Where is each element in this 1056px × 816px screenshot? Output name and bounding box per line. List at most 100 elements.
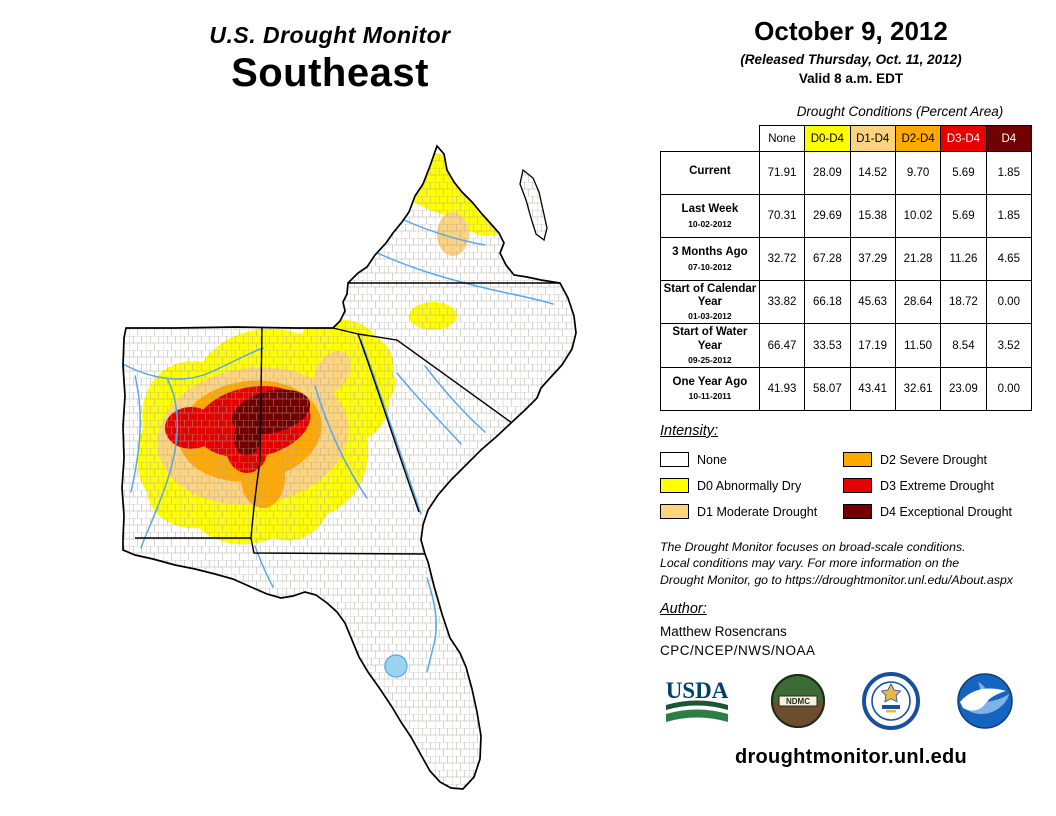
river [426,577,437,673]
table-row-start-calendar-year: Start of Calendar Year 01-03-2012 33.82 … [660,279,1033,325]
legend-swatch-d4 [843,504,872,520]
delmarva-peninsula [519,168,548,242]
author-org: CPC/NCEP/NWS/NOAA [660,642,816,658]
table-cell: 1.85 [985,151,1033,195]
county-boundaries [122,146,576,789]
info-panel: October 9, 2012 (Released Thursday, Oct.… [660,16,1042,769]
river [130,375,141,493]
legend-item-d3: D3 Extreme Drought [843,478,1042,494]
table-cell: 66.18 [804,279,851,325]
river [360,339,422,515]
table-row-start-water-year: Start of Water Year 09-25-2012 66.47 33.… [660,323,1033,368]
commerce-base [886,709,896,713]
release-date: (Released Thursday, Oct. 11, 2012) [740,52,962,67]
ndmc-banner [778,695,818,707]
table-corner-cell [660,125,760,152]
table-cell: 70.31 [758,194,806,238]
southeast-map-svg [121,144,577,790]
table-cell: 28.64 [894,279,942,325]
legend-swatch-d3 [843,478,872,494]
valid-time: Valid 8 a.m. EDT [798,71,904,86]
author-heading: Author: [660,600,707,617]
commerce-eagle-crest [880,683,902,703]
noaa-gull [960,688,1006,711]
state-border-nc-sc [357,333,513,424]
svg-text:NDMC: NDMC [786,697,810,706]
noaa-logo [957,673,1013,729]
table-header-row: None D0-D4 D1-D4 D2-D4 D3-D4 D4 [660,125,1033,152]
legend-item-d2: D2 Severe Drought [843,452,1042,468]
column-header-d0-d4: D0-D4 [804,125,851,152]
column-header-d3-d4: D3-D4 [940,125,987,152]
state-border-nc-ga [332,327,359,335]
table-cell: 21.28 [894,237,942,281]
map-fill-layer [122,146,576,789]
table-row-one-year-ago: One Year Ago 10-11-2011 41.93 58.07 43.4… [660,366,1033,411]
table-cell: 5.69 [940,194,987,238]
table-cell: 11.50 [894,323,942,368]
disclaimer-line: The Drought Monitor focuses on broad-sca… [660,539,966,554]
ndmc-earth [772,700,824,727]
row-label: One Year Ago 10-11-2011 [660,366,760,411]
table-row-last-week: Last Week 10-02-2012 70.31 29.69 15.38 1… [660,194,1033,238]
legend-swatch-d2 [843,452,872,468]
table-cell: 15.38 [849,194,896,238]
row-label: Current [660,151,760,195]
commerce-ship [882,704,900,709]
table-cell: 11.26 [940,237,987,281]
table-cell: 5.69 [940,151,987,195]
title-block: U.S. Drought Monitor Southeast [0,22,660,96]
region-outline [121,144,577,790]
river [122,347,264,380]
column-header-d1-d4: D1-D4 [849,125,896,152]
drought-map [95,126,625,816]
state-border-al-ga [250,327,263,539]
ndmc-logo: NDMC [771,673,825,728]
disclaimer: The Drought Monitor focuses on broad-sca… [660,539,1042,588]
table-cell: 4.65 [985,237,1033,281]
table-cell: 0.00 [985,279,1033,325]
row-label: 3 Months Ago 07-10-2012 [660,237,760,281]
report-date: October 9, 2012 [754,16,948,46]
table-cell: 10.02 [894,194,942,238]
river [366,247,554,305]
table-cell: 66.47 [758,323,806,368]
table-cell: 8.54 [940,323,987,368]
table-cell: 58.07 [804,366,851,411]
disclaimer-line: Local conditions may vary. For more info… [660,556,960,571]
table-cell: 67.28 [804,237,851,281]
table-cell: 17.19 [849,323,896,368]
author-block: Author: Matthew Rosencrans CPC/NCEP/NWS/… [660,601,1042,658]
state-borders [135,282,560,555]
table-cell: 43.41 [849,366,896,411]
table-cell: 1.85 [985,194,1033,238]
table-cell: 45.63 [849,279,896,325]
row-label: Last Week 10-02-2012 [660,194,760,238]
legend-swatch-d1 [660,504,689,520]
lake-okeechobee [384,654,408,678]
disclaimer-line: Drought Monitor, go to https://droughtmo… [660,572,1013,587]
river [424,365,486,433]
table-cell: 32.72 [758,237,806,281]
table-cell: 71.91 [758,151,806,195]
report-title: U.S. Drought Monitor [209,22,451,48]
table-cell: 41.93 [758,366,806,411]
legend-item-d4: D4 Exceptional Drought [843,504,1042,520]
legend-swatch-none [660,452,689,468]
row-label: Start of Calendar Year 01-03-2012 [660,279,760,325]
usda-swoosh [666,700,728,710]
table-cell: 32.61 [894,366,942,411]
column-header-d4: D4 [985,125,1033,152]
agency-logos: USDA NDMC [660,671,1042,730]
d0-shape [503,227,523,241]
table-cell: 0.00 [985,366,1033,411]
state-border-ga-fl [250,537,426,555]
author-name: Matthew Rosencrans [660,623,787,639]
drought-conditions-table: None D0-D4 D1-D4 D2-D4 D3-D4 D4 Current … [660,125,1033,411]
svg-text:USDA: USDA [666,678,729,703]
table-cell: 23.09 [940,366,987,411]
legend-item-none: None [660,452,843,468]
river [140,377,179,549]
table-cell: 9.70 [894,151,942,195]
